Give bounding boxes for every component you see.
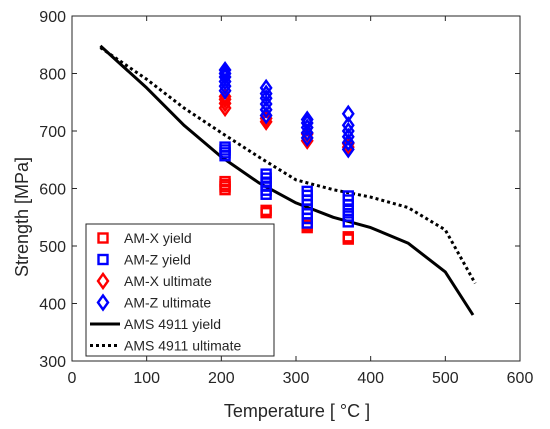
legend-label: AMS 4911 ultimate [124,338,241,354]
legend-entry-2: AM-X ultimate [96,271,212,291]
legend-entry-3: AM-Z ultimate [96,293,211,312]
data-point [260,168,272,180]
y-tick-label: 800 [39,67,66,84]
data-point [218,60,232,80]
legend-entry-5: AMS 4911 ultimate [90,338,241,354]
y-tick-label: 600 [39,182,66,199]
legend-marker [96,293,110,312]
legend-label: AM-X ultimate [124,273,212,289]
data-point [342,190,354,202]
legend-label: AM-X yield [124,230,192,246]
legend-marker [97,253,109,266]
y-tick-label: 900 [39,9,66,26]
data-point [260,204,272,217]
series-1-markers [219,141,354,229]
y-tick-label: 400 [39,297,66,314]
y-axis-label: Strength [MPa] [12,157,32,277]
series-3-markers [218,60,355,159]
legend-entry-1: AM-Z yield [97,252,191,268]
data-point [259,78,273,97]
x-tick-label: 100 [133,370,160,387]
data-point [342,210,354,222]
data-point [219,175,231,188]
series-line-4 [99,44,475,316]
data-point [342,204,354,217]
x-tick-label: 500 [432,370,459,387]
legend: AM-X yield AM-Z yield AM-X ultimate AM-Z ul… [85,223,275,357]
y-tick-label: 300 [39,354,66,371]
legend-marker [96,271,110,291]
data-point [300,110,314,129]
data-point [301,185,313,198]
x-axis-label: Temperature [ °C ] [224,401,370,421]
data-point [341,140,355,159]
data-point [341,116,355,135]
x-tick-label: 600 [507,370,534,387]
data-point [342,231,354,243]
legend-entry-0: AM-X yield [97,230,192,246]
series-line-5 [99,46,477,285]
legend-label: AM-Z yield [124,252,191,268]
plot-area [99,44,477,316]
legend-entry-4: AMS 4911 yield [90,316,221,332]
y-tick-label: 500 [39,239,66,256]
y-tick-label: 700 [39,124,66,141]
legend-label: AM-Z ultimate [124,295,211,311]
data-point [342,216,354,228]
x-tick-label: 400 [357,370,384,387]
x-tick-label: 0 [68,370,77,387]
legend-marker [97,232,109,244]
x-tick-label: 200 [208,370,235,387]
axes: 0 100 200 300 400 500 600 300 400 500 600 700 800 900 [39,9,533,387]
legend-label: AMS 4911 yield [124,316,221,332]
data-point [219,141,231,153]
data-point [341,104,355,123]
legend-box [85,223,275,357]
x-tick-label: 300 [283,370,310,387]
